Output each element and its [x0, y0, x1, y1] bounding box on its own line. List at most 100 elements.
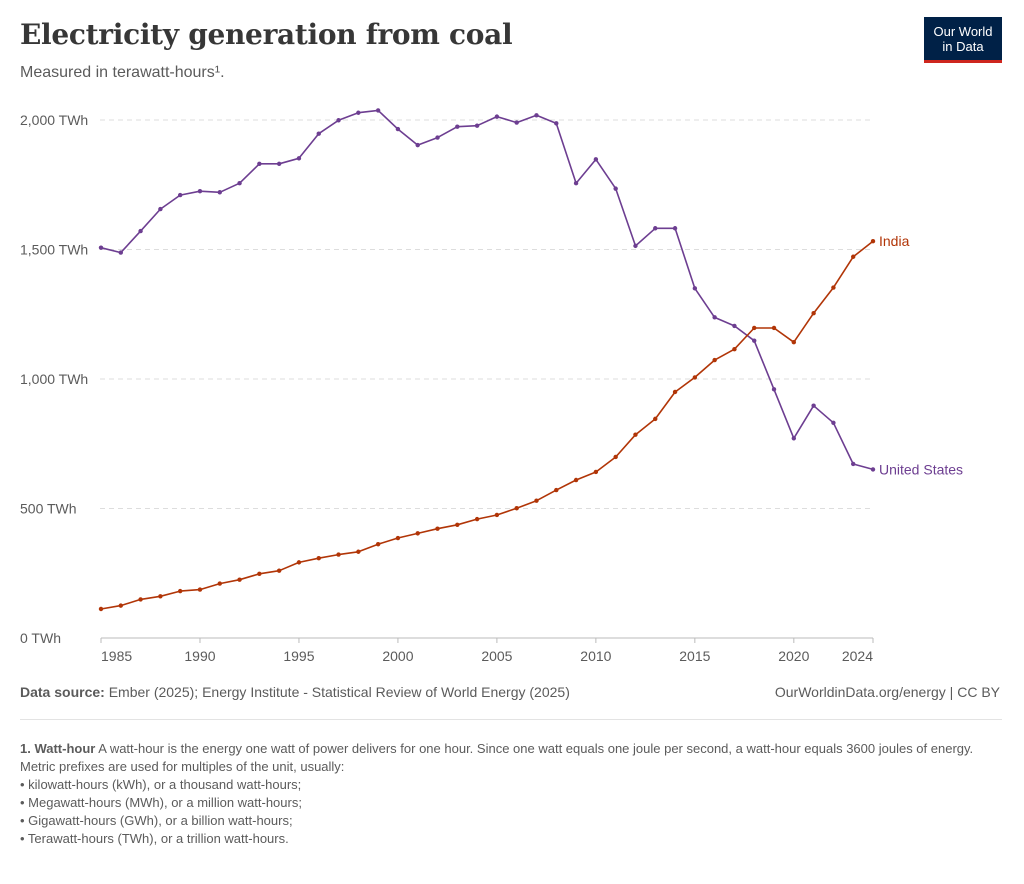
data-point — [118, 603, 123, 608]
data-point — [811, 403, 816, 408]
data-point — [692, 375, 698, 380]
data-point — [415, 531, 420, 536]
note-text: A watt-hour is the energy one watt of po… — [98, 741, 974, 756]
x-tick-label: 2015 — [679, 648, 710, 664]
data-point — [237, 577, 242, 582]
data-point — [831, 420, 836, 425]
data-point — [672, 226, 678, 231]
data-point — [257, 571, 262, 576]
data-point — [395, 535, 401, 541]
series-label: United States — [879, 461, 963, 477]
owid-logo[interactable]: Our World in Data — [924, 17, 1002, 63]
data-point — [771, 325, 777, 331]
data-point — [712, 357, 717, 363]
data-point — [474, 516, 480, 522]
data-point — [613, 186, 618, 191]
data-point — [672, 389, 678, 395]
data-point — [336, 118, 341, 123]
x-tick-label: 2010 — [580, 648, 611, 664]
data-point — [752, 338, 757, 343]
data-point — [514, 506, 519, 511]
data-point — [534, 498, 539, 503]
note-bullet: • Terawatt-hours (TWh), or a trillion wa… — [20, 831, 289, 846]
data-point — [296, 156, 302, 161]
data-point — [791, 340, 797, 345]
data-point — [98, 245, 104, 250]
y-tick-label: 500 TWh — [20, 501, 77, 517]
data-point — [336, 552, 341, 557]
data-point — [633, 432, 638, 437]
data-point — [573, 180, 579, 186]
data-point — [276, 568, 282, 573]
data-point — [375, 108, 381, 113]
series-label: India — [879, 233, 910, 249]
data-point — [593, 157, 599, 162]
data-point — [771, 387, 777, 392]
y-tick-label: 1,000 TWh — [20, 371, 88, 387]
x-tick-label: 2020 — [778, 648, 809, 664]
data-point — [791, 436, 797, 441]
data-point — [276, 161, 282, 166]
data-point — [455, 124, 460, 129]
chart-subtitle: Measured in terawatt-hours¹. — [20, 64, 225, 81]
data-point — [138, 228, 143, 234]
data-point — [217, 190, 222, 195]
data-point — [237, 180, 242, 186]
x-tick-label: 2005 — [481, 648, 512, 664]
data-point — [752, 325, 757, 331]
data-point — [158, 594, 163, 599]
data-point — [296, 560, 302, 565]
note-line: Metric prefixes are used for multiples o… — [20, 759, 345, 774]
note-bullet: • kilowatt-hours (kWh), or a thousand wa… — [20, 777, 302, 792]
data-point — [356, 110, 361, 115]
data-point — [692, 286, 698, 291]
chart-title: Electricity generation from coal — [20, 18, 513, 51]
x-tick-label: 2024 — [842, 648, 873, 664]
data-point — [554, 121, 559, 126]
data-point — [316, 131, 321, 136]
data-point — [217, 581, 222, 586]
x-tick-label: 1985 — [101, 648, 132, 664]
series-line-united-states — [100, 109, 874, 471]
divider — [20, 719, 1002, 720]
x-tick-label: 1995 — [283, 648, 314, 664]
footnotes: 1. Watt-hour A watt-hour is the energy o… — [20, 740, 980, 848]
data-point — [870, 239, 876, 244]
line-chart: 0 TWh 500 TWh 1,000 TWh 1,500 TWh 2,000 TWh 1… — [20, 108, 963, 664]
data-point — [158, 206, 163, 212]
data-point — [653, 416, 658, 422]
data-point — [573, 477, 579, 483]
data-point — [177, 192, 183, 198]
source-label: Data source: — [20, 684, 105, 700]
data-point — [118, 250, 123, 255]
license-link[interactable]: OurWorldinData.org/energy | CC BY — [774, 684, 1000, 700]
data-point — [138, 597, 143, 602]
note-title: 1. Watt-hour — [20, 741, 96, 756]
data-point — [197, 189, 203, 194]
data-point — [356, 549, 361, 554]
note-bullet: • Gigawatt-hours (GWh), or a billion wat… — [20, 813, 293, 828]
data-point — [197, 587, 203, 592]
data-point — [395, 126, 401, 132]
data-point — [375, 542, 381, 547]
y-tick-label: 1,500 TWh — [20, 242, 88, 258]
series-line-india — [100, 240, 874, 610]
data-point — [870, 467, 876, 472]
data-point — [633, 243, 638, 249]
data-point — [494, 114, 500, 119]
data-point — [851, 461, 856, 467]
x-tick-label: 1990 — [184, 648, 215, 664]
y-tick-label: 2,000 TWh — [20, 112, 88, 128]
data-point — [435, 135, 440, 140]
x-tick-label: 2000 — [382, 648, 413, 664]
data-point — [514, 120, 519, 125]
y-tick-label: 0 TWh — [20, 630, 61, 646]
data-point — [177, 588, 183, 594]
data-source: Data source: Ember (2025); Energy Instit… — [20, 684, 570, 700]
data-point — [732, 323, 737, 329]
data-point — [653, 226, 658, 231]
source-text[interactable]: Ember (2025); Energy Institute - Statist… — [108, 684, 570, 700]
data-point — [732, 347, 737, 352]
data-point — [613, 454, 618, 460]
data-point — [257, 161, 262, 166]
